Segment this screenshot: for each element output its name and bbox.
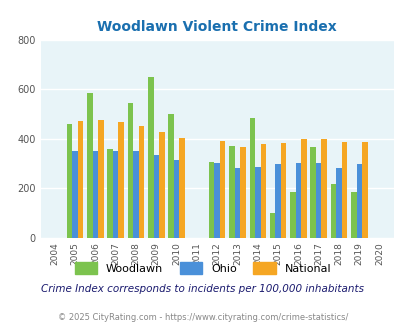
Bar — [87, 93, 92, 238]
Text: © 2025 CityRating.com - https://www.cityrating.com/crime-statistics/: © 2025 CityRating.com - https://www.city… — [58, 313, 347, 322]
Bar — [229, 146, 234, 238]
Bar — [179, 138, 184, 238]
Legend: Woodlawn, Ohio, National: Woodlawn, Ohio, National — [70, 258, 335, 278]
Bar — [148, 77, 153, 238]
Bar — [220, 141, 225, 238]
Text: Crime Index corresponds to incidents per 100,000 inhabitants: Crime Index corresponds to incidents per… — [41, 284, 364, 294]
Bar — [234, 168, 240, 238]
Bar — [98, 120, 103, 238]
Bar — [214, 163, 220, 238]
Bar — [335, 168, 341, 238]
Bar — [260, 144, 265, 238]
Bar — [295, 163, 301, 238]
Bar — [209, 162, 214, 238]
Bar — [168, 114, 173, 238]
Bar — [310, 147, 315, 238]
Bar — [249, 117, 254, 238]
Bar — [118, 122, 124, 238]
Bar — [350, 192, 356, 238]
Bar — [269, 213, 275, 238]
Bar — [153, 155, 159, 238]
Bar — [113, 151, 118, 238]
Bar — [128, 103, 133, 238]
Bar — [301, 139, 306, 238]
Bar — [173, 160, 179, 238]
Bar — [133, 151, 139, 238]
Bar — [92, 151, 98, 238]
Bar — [361, 142, 367, 238]
Bar — [254, 167, 260, 238]
Bar — [321, 139, 326, 238]
Bar — [280, 143, 286, 238]
Bar — [72, 151, 78, 238]
Bar — [78, 121, 83, 238]
Bar — [139, 126, 144, 238]
Bar — [67, 124, 72, 238]
Bar — [315, 163, 321, 238]
Title: Woodlawn Violent Crime Index: Woodlawn Violent Crime Index — [97, 20, 336, 34]
Bar — [107, 148, 113, 238]
Bar — [290, 192, 295, 238]
Bar — [356, 164, 361, 238]
Bar — [330, 184, 335, 238]
Bar — [240, 147, 245, 238]
Bar — [341, 142, 346, 238]
Bar — [275, 164, 280, 238]
Bar — [159, 132, 164, 238]
